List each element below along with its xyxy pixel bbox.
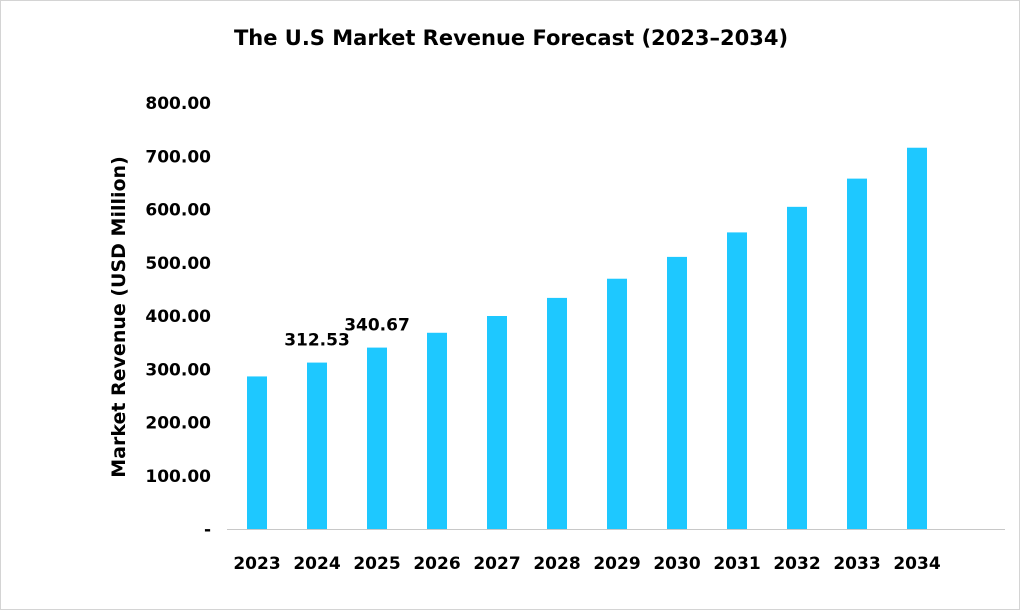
bar-2028: [547, 297, 567, 529]
data-label-2024: 312.53: [284, 331, 350, 351]
x-tick-label: 2032: [773, 554, 820, 574]
x-tick-label: 2031: [713, 554, 760, 574]
x-tick-label: 2030: [653, 554, 700, 574]
y-tick-label: 500.00: [145, 254, 211, 274]
bar-2034: [907, 147, 927, 530]
bar-2027: [487, 316, 507, 529]
x-tick-label: 2033: [833, 554, 880, 574]
x-tick-label: 2023: [233, 554, 280, 574]
x-tick-label: 2027: [473, 554, 520, 574]
data-label-2025: 340.67: [344, 316, 410, 336]
y-tick-label: 300.00: [145, 360, 211, 380]
x-tick-label: 2024: [293, 554, 340, 574]
x-tick-label: 2025: [353, 554, 400, 574]
y-tick-label: -: [204, 520, 211, 540]
x-tick-label: 2028: [533, 554, 580, 574]
bar-2033: [847, 178, 867, 530]
x-tick-label: 2029: [593, 554, 640, 574]
bar-2030: [667, 256, 687, 529]
chart-title: The U.S Market Revenue Forecast (2023–20…: [234, 26, 788, 50]
y-tick-label: 700.00: [145, 147, 211, 167]
x-tick-labels: 2023 2024 2025 2026 2027 2028 2029 2030 2031 2032…: [233, 554, 940, 574]
bar-2032: [787, 206, 807, 529]
bar-2026: [427, 332, 447, 529]
bar-2024: [307, 362, 327, 529]
bar-2023: [247, 376, 267, 529]
x-tick-label: 2034: [893, 554, 940, 574]
y-tick-label: 100.00: [145, 467, 211, 487]
bar-2031: [727, 232, 747, 529]
y-axis-label: Market Revenue (USD Million): [108, 156, 130, 478]
bar-2025: [367, 347, 387, 529]
y-tick-label: 200.00: [145, 414, 211, 434]
y-tick-label: 400.00: [145, 307, 211, 327]
y-tick-labels: - 100.00 200.00 300.00 400.00 500.00 600.00 700…: [145, 94, 211, 540]
x-tick-label: 2026: [413, 554, 460, 574]
bars: [247, 147, 927, 530]
y-tick-label: 800.00: [145, 94, 211, 114]
y-tick-label: 600.00: [145, 201, 211, 221]
bar-2029: [607, 278, 627, 529]
